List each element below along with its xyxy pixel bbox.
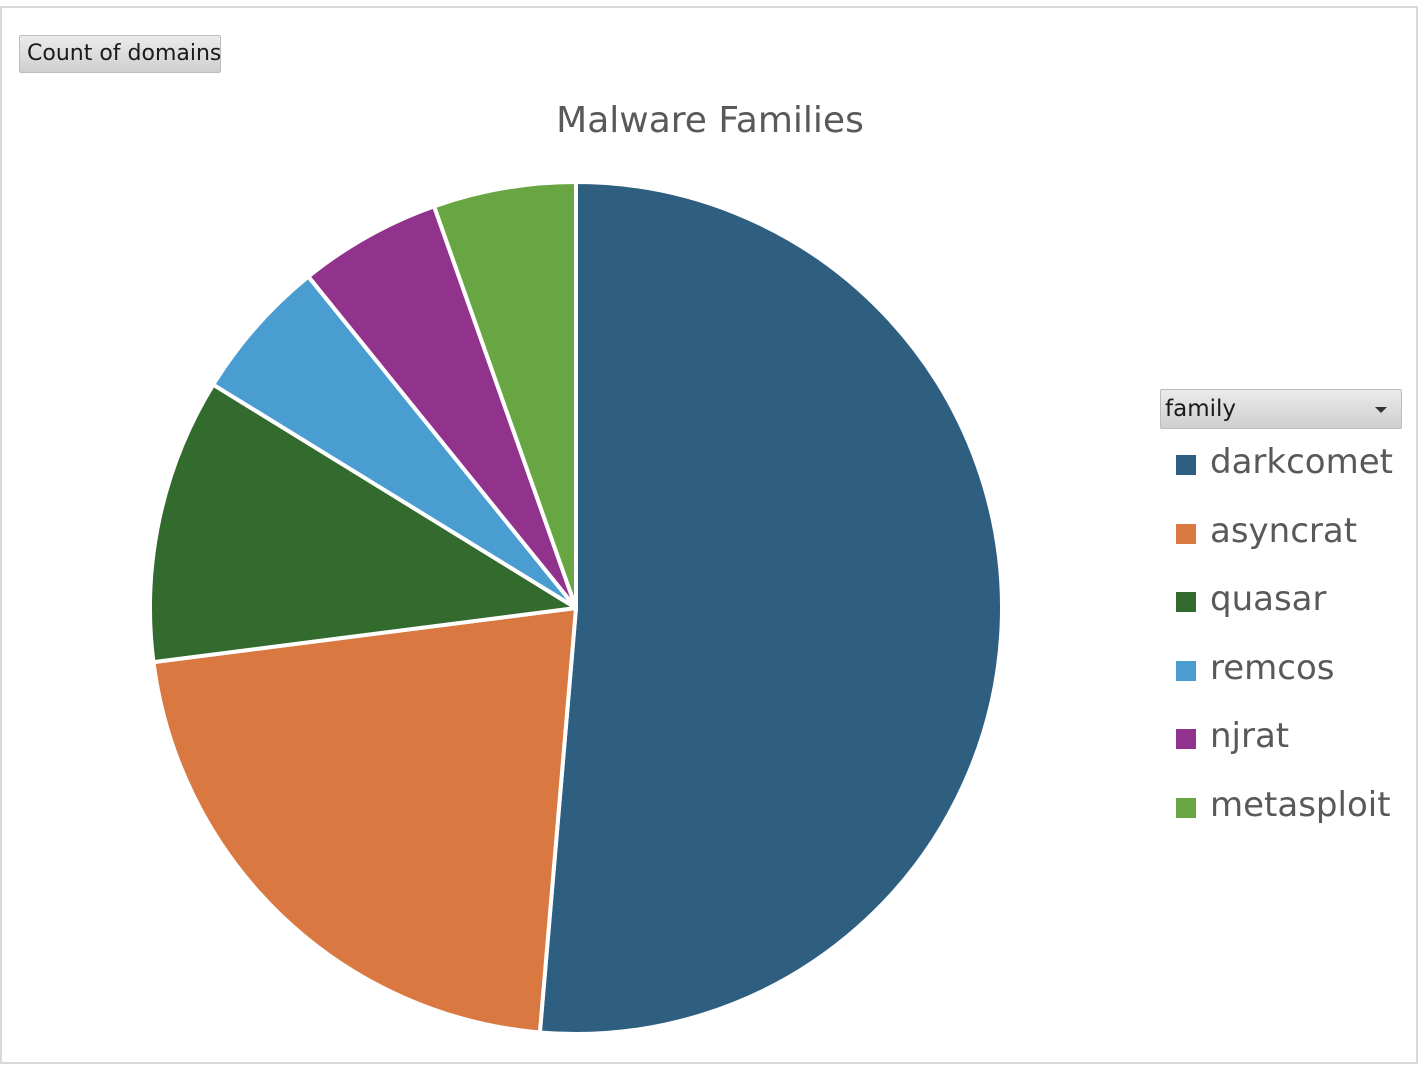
- pie-chart[interactable]: [2, 8, 1418, 1064]
- legend-item-njrat[interactable]: njrat: [1176, 702, 1416, 771]
- legend-label: quasar: [1210, 579, 1327, 620]
- legend-swatch: [1176, 729, 1196, 750]
- legend-label: metasploit: [1210, 784, 1391, 825]
- legend-field-label: family: [1165, 396, 1236, 422]
- chart-area: Count of domains Malware Families family…: [0, 6, 1418, 1064]
- pie-slice-asyncrat[interactable]: [151, 606, 578, 1035]
- values-field-label: Count of domains: [27, 41, 221, 66]
- legend-swatch: [1176, 455, 1196, 475]
- pie-slice-remcos[interactable]: [211, 274, 578, 610]
- pie-slice-quasar[interactable]: [148, 382, 578, 665]
- legend: darkcomet asyncrat quasar remcos njrat metasp…: [1176, 428, 1416, 840]
- legend-item-darkcomet[interactable]: darkcomet: [1176, 428, 1416, 497]
- legend-item-asyncrat[interactable]: asyncrat: [1176, 497, 1416, 566]
- legend-swatch: [1176, 660, 1196, 681]
- pie-slice-metasploit[interactable]: [432, 180, 578, 610]
- values-field-button[interactable]: Count of domains: [19, 35, 221, 73]
- legend-item-metasploit[interactable]: metasploit: [1176, 771, 1416, 840]
- legend-swatch: [1176, 523, 1196, 544]
- legend-label: remcos: [1210, 647, 1335, 688]
- legend-label: asyncrat: [1210, 510, 1358, 551]
- legend-swatch: [1176, 797, 1196, 818]
- pie-slice-darkcomet[interactable]: [537, 180, 1004, 1036]
- legend-swatch: [1176, 592, 1196, 613]
- legend-item-quasar[interactable]: quasar: [1176, 565, 1416, 634]
- chart-title: Malware Families: [556, 100, 864, 141]
- pie-slice-njrat[interactable]: [306, 204, 578, 610]
- legend-label: njrat: [1210, 716, 1290, 757]
- legend-label: darkcomet: [1210, 442, 1393, 482]
- legend-field-button[interactable]: family: [1160, 389, 1402, 429]
- chevron-down-icon[interactable]: [1375, 407, 1387, 413]
- legend-item-remcos[interactable]: remcos: [1176, 634, 1416, 703]
